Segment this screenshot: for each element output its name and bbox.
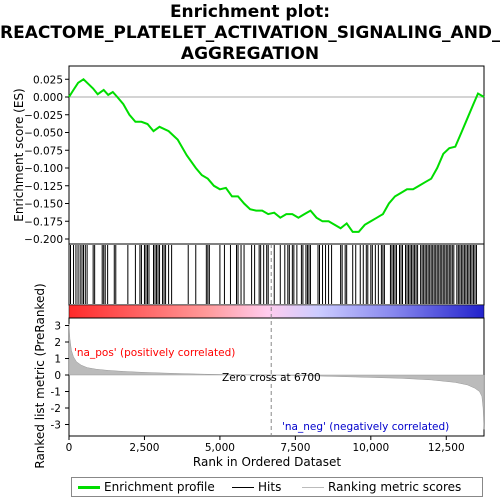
legend-ranking-swatch <box>302 487 324 488</box>
legend-hits-item: Hits <box>232 480 281 494</box>
es-y-tick-label: −0.050 <box>24 128 63 140</box>
es-y-tick-label: −0.100 <box>24 163 63 175</box>
es-y-tick-label: −0.125 <box>24 181 63 193</box>
legend-enrichment-swatch <box>78 486 100 489</box>
x-tick-label: 7,500 <box>280 442 310 454</box>
x-tick-label: 12,500 <box>428 442 465 454</box>
rank-y-axis-label: Ranked list metric (PreRanked) <box>33 283 47 468</box>
enrichment-profile-line <box>68 78 485 233</box>
x-tick-label: 0 <box>66 442 73 454</box>
legend-enrichment-label: Enrichment profile <box>104 480 215 494</box>
rank-x-axis-label: Rank in Ordered Dataset <box>193 455 341 469</box>
es-plot-frame <box>68 65 485 245</box>
es-y-tick-label: −0.150 <box>24 199 63 211</box>
title-line-1: Enrichment plot: <box>169 2 331 22</box>
es-y-tick-label: −0.075 <box>24 145 63 157</box>
x-tick-label: 10,000 <box>352 442 389 454</box>
neg-correlated-label: 'na_neg' (negatively correlated) <box>282 421 449 433</box>
es-y-axis-label: Enrichment score (ES) <box>12 88 26 221</box>
x-tick-label: 2,500 <box>129 442 159 454</box>
legend-ranking-item: Ranking metric scores <box>302 480 461 494</box>
chart-title: Enrichment plot: REACTOME_PLATELET_ACTIV… <box>0 2 500 65</box>
es-y-tick-label: −0.025 <box>24 110 63 122</box>
legend-hits-label: Hits <box>258 480 282 494</box>
legend-hits-swatch <box>232 487 254 488</box>
es-y-tick-label: 0.000 <box>33 92 63 104</box>
ranking-color-bar <box>68 304 485 319</box>
rank-y-tick-label: 1 <box>54 354 61 366</box>
enrichment-score-panel: 0.025 0.000 −0.025 −0.050 −0.075 −0.100 −0.125… <box>12 65 485 246</box>
title-line-2: REACTOME_PLATELET_ACTIVATION_SIGNALING_A… <box>0 23 500 43</box>
ranking-metric-area <box>68 323 485 430</box>
legend-enrichment-item: Enrichment profile <box>78 480 215 494</box>
es-y-tick-label: −0.200 <box>24 234 63 246</box>
rank-y-tick-label: 0 <box>54 370 61 382</box>
zero-cross-label: Zero cross at 6700 <box>222 372 321 384</box>
rank-y-tick-label: 3 <box>54 321 61 333</box>
es-y-tick-label: 0.025 <box>33 74 63 86</box>
es-y-tick-label: −0.175 <box>24 216 63 228</box>
hits-panel <box>68 243 485 306</box>
rank-y-tick-label: 2 <box>54 337 61 349</box>
x-tick-label: 5,000 <box>205 442 235 454</box>
rank-y-tick-label: -3 <box>51 420 61 432</box>
rank-y-tick-label: -2 <box>51 403 61 415</box>
rank-y-tick-label: -1 <box>51 387 61 399</box>
pos-correlated-label: 'na_pos' (positively correlated) <box>74 347 235 359</box>
legend-ranking-label: Ranking metric scores <box>328 480 462 494</box>
legend: Enrichment profile Hits Ranking metric s… <box>71 477 483 497</box>
title-line-3: AGGREGATION <box>180 44 320 64</box>
